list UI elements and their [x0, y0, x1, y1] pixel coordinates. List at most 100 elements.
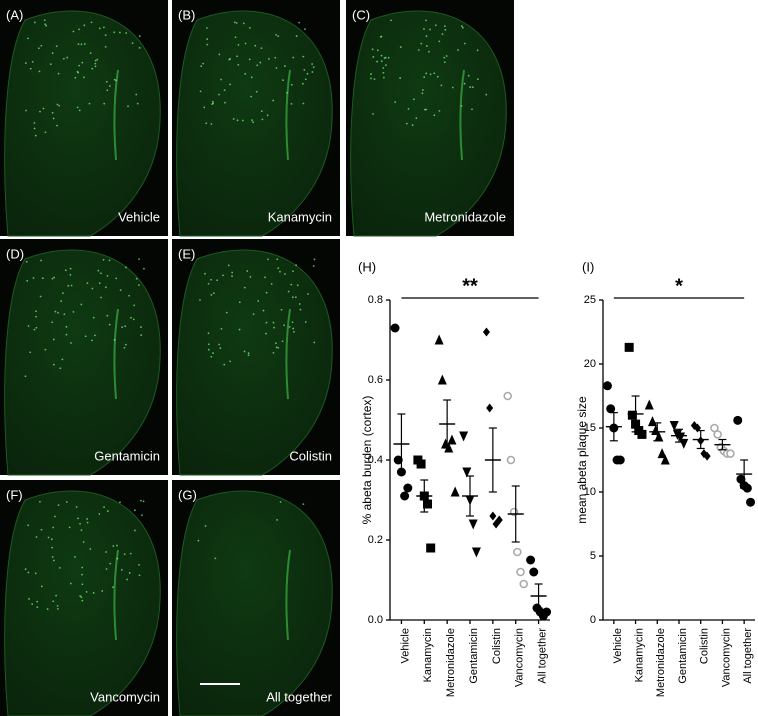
plaque-dot	[281, 340, 284, 343]
plaque-dot	[292, 327, 295, 330]
plaque-dot	[212, 102, 214, 105]
plaque-dot	[70, 342, 72, 344]
plaque-dot	[113, 339, 116, 341]
plaque-dot	[103, 506, 105, 509]
plaque-dot	[283, 324, 285, 327]
plaque-dot	[246, 270, 249, 272]
plaque-dot	[265, 291, 268, 294]
plaque-dot	[207, 343, 210, 346]
plaque-dot	[96, 58, 99, 61]
plaque-dot	[420, 42, 423, 45]
micrograph-panel: (F) Vancomycin	[0, 480, 168, 716]
plaque-dot	[261, 118, 264, 121]
plaque-dot	[243, 350, 246, 353]
brain-section	[4, 249, 161, 476]
micrograph-panel: (C) Metronidazole	[346, 0, 514, 237]
plaque-dot	[302, 503, 305, 506]
plaque-dot	[139, 499, 142, 502]
plaque-dot	[81, 583, 84, 586]
data-point	[400, 491, 410, 501]
plaque-dot	[461, 26, 464, 29]
data-point	[462, 467, 472, 478]
plaque-dot	[128, 572, 131, 574]
plaque-dot	[299, 308, 302, 311]
plaque-dot	[59, 367, 62, 370]
plaque-dot	[460, 25, 463, 28]
plaque-dot	[467, 74, 470, 77]
plaque-dot	[124, 343, 127, 346]
plaque-dot	[231, 275, 233, 277]
plaque-dot	[463, 82, 466, 85]
plaque-dot	[312, 265, 315, 267]
data-point	[486, 403, 494, 413]
plaque-dot	[52, 526, 55, 529]
plaque-dot	[383, 57, 386, 59]
plaque-dot	[86, 521, 89, 524]
plaque-dot	[65, 325, 68, 328]
plaque-dot	[27, 571, 30, 574]
data-point	[703, 451, 711, 461]
plaque-dot	[204, 272, 206, 275]
plaque-dot	[143, 267, 145, 270]
plaque-dot	[45, 24, 48, 27]
plaque-dot	[105, 80, 108, 83]
significance-label: *	[675, 275, 683, 297]
panel-label: Kanamycin	[268, 209, 332, 224]
plaque-dot	[210, 294, 213, 296]
plaque-dot	[130, 316, 132, 319]
panel-letter: (H)	[358, 259, 376, 274]
plaque-dot	[106, 510, 109, 512]
plaque-dot	[106, 314, 109, 317]
plaque-dot	[229, 360, 231, 363]
plaque-dot	[34, 134, 37, 137]
plaque-dot	[69, 273, 72, 276]
plaque-dot	[256, 64, 259, 67]
plaque-dot	[203, 106, 206, 109]
data-point	[644, 399, 654, 410]
plaque-dot	[207, 282, 210, 285]
data-point	[503, 391, 513, 401]
brain-section	[176, 10, 333, 237]
panel-letter: (B)	[178, 7, 195, 22]
plaque-dot	[51, 111, 54, 114]
plaque-dot	[272, 351, 275, 354]
plaque-dot	[292, 270, 294, 273]
plaque-dot	[306, 72, 309, 75]
panel-letter: (D)	[6, 246, 24, 261]
plaque-dot	[206, 43, 209, 46]
plaque-dot	[225, 311, 228, 314]
x-tick-label: Vancomycin	[720, 628, 732, 687]
micrograph-panel: (E) Colistin	[172, 239, 340, 476]
plaque-dot	[38, 70, 41, 73]
plaque-dot	[436, 75, 439, 78]
plaque-dot	[56, 607, 59, 610]
plaque-dot	[384, 64, 387, 66]
plaque-dot	[94, 59, 97, 62]
plaque-dot	[429, 28, 431, 31]
plaque-dot	[74, 555, 76, 558]
plaque-dot	[471, 86, 474, 89]
plaque-dot	[222, 274, 224, 277]
plaque-dot	[241, 119, 244, 122]
plaque-dot	[224, 101, 226, 104]
plaque-dot	[415, 117, 418, 120]
plaque-dot	[37, 47, 40, 50]
plaque-dot	[140, 326, 142, 328]
micrograph-panel: (D) Gentamicin	[0, 239, 168, 476]
plaque-dot	[231, 271, 234, 274]
plaque-dot	[425, 19, 427, 22]
panel-label: All together	[266, 689, 332, 704]
plaque-dot	[88, 102, 91, 105]
data-point	[651, 425, 661, 436]
plaque-dot	[54, 310, 57, 313]
plaque-dot	[283, 65, 286, 67]
brain-section	[4, 10, 161, 237]
data-point	[637, 429, 647, 439]
plaque-dot	[280, 308, 283, 311]
plaque-dot	[80, 529, 83, 532]
plaque-dot	[380, 54, 383, 57]
plaque-dot	[113, 78, 116, 81]
plaque-dot	[52, 117, 55, 120]
plaque-dot	[140, 334, 143, 336]
plaque-dot	[66, 56, 69, 59]
